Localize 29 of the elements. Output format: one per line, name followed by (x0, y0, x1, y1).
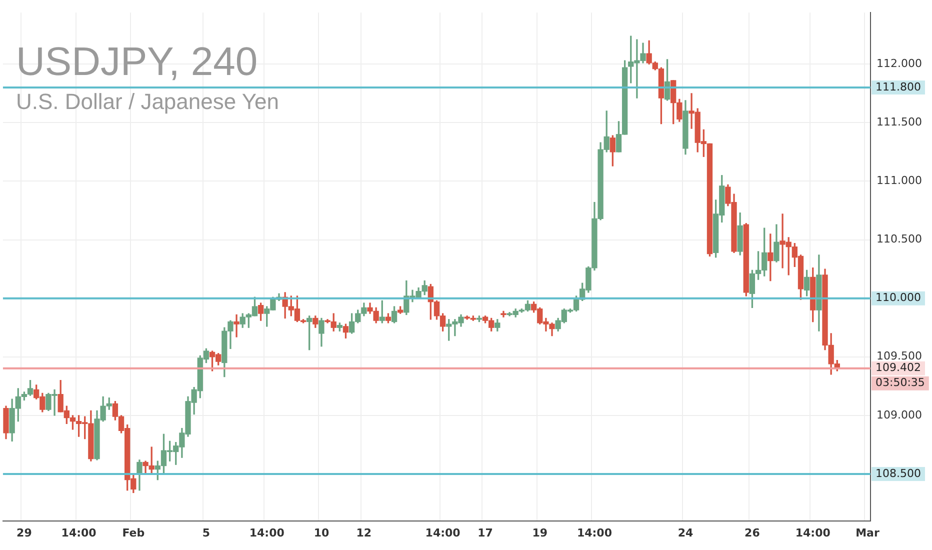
x-tick-label: 5 (202, 526, 210, 540)
x-tick-label: 14:00 (61, 526, 97, 540)
x-tick-label: 19 (532, 526, 548, 540)
x-tick-label: 10 (314, 526, 330, 540)
y-tick-label: 109.500 (876, 350, 922, 363)
text: USDJPY, 240 (16, 40, 259, 85)
y-tick-label: 109.000 (876, 408, 922, 422)
y-tick-label: 110.500 (876, 232, 922, 246)
x-tick-label: 14:00 (576, 526, 612, 540)
ref-line-label: 109.402 (876, 361, 922, 374)
ref-line-label: 108.500 (876, 466, 922, 480)
y-tick-label: 111.000 (876, 174, 922, 188)
ref-line-label: 110.000 (876, 291, 922, 304)
x-tick-label: 14:00 (249, 526, 285, 540)
x-tick-label: Feb (122, 526, 145, 540)
ref-line-label: 111.800 (876, 80, 922, 94)
x-tick-label: 12 (356, 526, 372, 540)
text: 03:50:35 (876, 376, 925, 390)
text: U.S. Dollar / Japanese Yen (16, 89, 279, 115)
x-tick-label: 17 (478, 526, 493, 540)
x-tick-label: 14:00 (795, 526, 831, 540)
x-tick-label: 24 (678, 526, 694, 540)
x-tick-label: 29 (16, 526, 32, 540)
x-tick-label: 26 (744, 526, 760, 540)
y-tick-label: 112.000 (876, 56, 922, 70)
candlestick (234, 314, 240, 338)
x-tick-label: Mar (856, 526, 880, 540)
y-tick-label: 111.500 (876, 116, 922, 129)
x-tick-label: 14:00 (425, 526, 461, 540)
